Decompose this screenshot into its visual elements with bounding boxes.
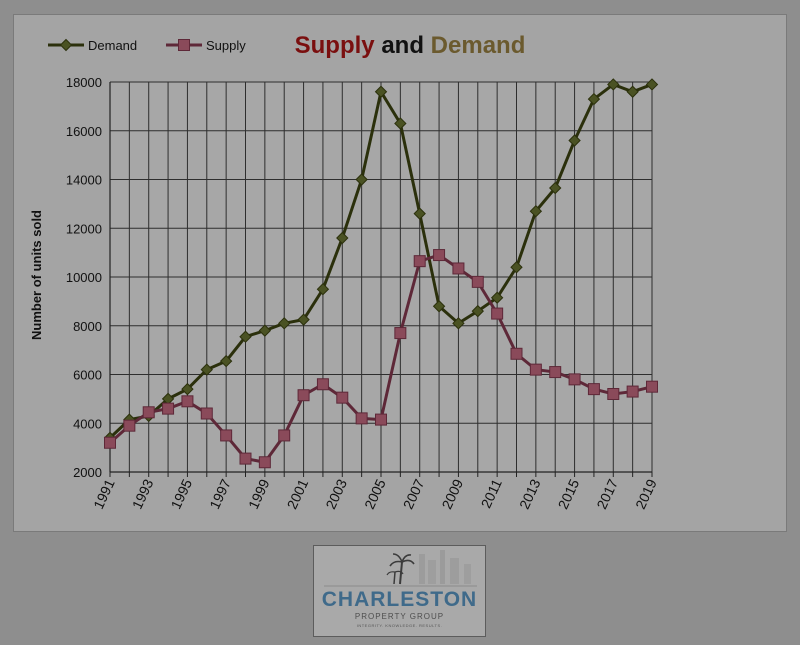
demand-point (394, 117, 407, 130)
x-tick-label: 2005 (361, 476, 389, 511)
x-tick-label: 2011 (478, 476, 505, 510)
legend-marker (178, 39, 190, 51)
supply-point (491, 307, 504, 320)
supply-point (142, 406, 155, 419)
demand-point (219, 354, 233, 368)
y-tick-label: 10000 (66, 270, 102, 285)
y-tick-label: 2000 (73, 465, 102, 480)
demand-point (239, 330, 252, 343)
x-tick-label: 1991 (90, 476, 118, 511)
y-tick-label: 6000 (73, 368, 102, 383)
demand-point (568, 134, 581, 147)
supply-point (587, 383, 600, 396)
demand-point (316, 282, 330, 296)
demand-point (355, 173, 368, 186)
demand-point (200, 363, 213, 376)
x-tick-label: 1997 (206, 476, 234, 511)
demand-point (529, 204, 543, 218)
y-tick-label: 8000 (73, 319, 102, 334)
supply-point (549, 366, 562, 379)
supply-point (452, 262, 465, 275)
legend-demand: Demand (48, 38, 137, 53)
demand-point (258, 324, 272, 337)
supply-point (200, 407, 213, 420)
supply-demand-chart: 2000 4000 6000 8000 10000 12000 14000 16000 1800… (29, 32, 660, 512)
supply-point (433, 249, 446, 262)
demand-point (297, 313, 310, 326)
supply-point (162, 402, 175, 415)
legend-label: Supply (206, 38, 246, 53)
supply-point (626, 385, 639, 398)
demand-point (510, 261, 523, 274)
supply-point (316, 378, 329, 391)
supply-point (239, 452, 252, 465)
supply-point (336, 391, 349, 404)
supply-point (568, 373, 581, 386)
demand-point (645, 78, 659, 91)
supply-point (413, 255, 426, 268)
y-tick-label: 18000 (66, 75, 102, 90)
supply-point (510, 347, 523, 360)
supply-point (278, 429, 291, 442)
supply-point (220, 429, 233, 442)
supply-point (104, 436, 116, 449)
supply-point (258, 456, 271, 469)
legend-label: Demand (88, 38, 137, 53)
demand-point (587, 92, 601, 106)
demand-point (432, 300, 446, 313)
logo-tagline: INTEGRITY. KNOWLEDGE. RESULTS. (356, 623, 443, 628)
series-supply (104, 249, 658, 469)
x-tick-label: 2007 (400, 476, 428, 511)
demand-point (452, 317, 465, 330)
demand-point (336, 231, 349, 245)
x-tick-label: 2019 (632, 476, 660, 511)
demand-point (374, 85, 388, 98)
x-tick-label: 2009 (438, 476, 466, 511)
x-tick-label: 2015 (555, 476, 583, 511)
supply-point (471, 275, 484, 288)
x-tick-label: 1993 (129, 476, 157, 511)
demand-point (278, 317, 291, 330)
demand-point (626, 85, 639, 98)
x-tick-label: 2003 (322, 476, 350, 511)
supply-point (355, 412, 368, 425)
demand-point (490, 291, 504, 304)
x-tick-label: 2017 (593, 476, 621, 511)
y-axis-label: Number of units sold (29, 210, 44, 340)
y-tick-label: 14000 (66, 173, 102, 188)
chart-panel: 2000 4000 6000 8000 10000 12000 14000 16000 1800… (13, 14, 787, 532)
x-tick-label: 2001 (284, 476, 312, 511)
supply-point (394, 327, 407, 340)
supply-point (646, 380, 658, 393)
supply-point (181, 395, 194, 408)
chart-title-and: and (375, 32, 431, 59)
chart-title: Supply and Demand (295, 32, 526, 59)
demand-point (181, 382, 194, 396)
x-tick-label: 2013 (516, 476, 544, 511)
chart-title-demand: Demand (431, 32, 526, 59)
palm-skyline-icon (324, 550, 477, 587)
supply-point (375, 413, 387, 426)
supply-point (123, 419, 136, 432)
y-tick-label: 12000 (66, 221, 102, 236)
supply-point (607, 388, 620, 400)
company-logo: CHARLESTON PROPERTY GROUP INTEGRITY. KNO… (313, 545, 486, 637)
legend-marker (59, 38, 73, 52)
legend-supply: Supply (166, 38, 246, 53)
supply-point (297, 389, 310, 402)
x-tick-label: 1995 (167, 476, 195, 511)
demand-point (413, 207, 426, 220)
x-tick-label: 1999 (245, 476, 273, 511)
chart-title-supply: Supply (295, 32, 376, 59)
demand-point (549, 181, 562, 195)
demand-point (607, 78, 620, 91)
y-tick-label: 16000 (66, 124, 102, 139)
logo-name: CHARLESTON (321, 588, 478, 611)
supply-point (529, 363, 542, 376)
y-tick-label: 4000 (73, 416, 102, 431)
demand-point (471, 304, 484, 318)
logo-subtitle: PROPERTY GROUP (354, 612, 445, 621)
